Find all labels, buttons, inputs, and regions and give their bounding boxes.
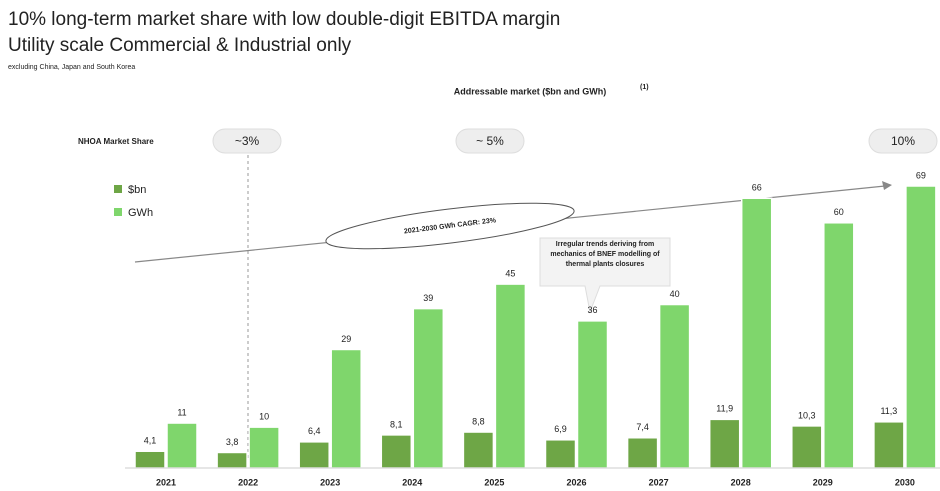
share-pill bbox=[868, 128, 938, 154]
cagr-ellipse bbox=[325, 202, 575, 250]
data-label: 45 bbox=[505, 268, 515, 278]
bar bbox=[380, 434, 413, 469]
data-label: 8,8 bbox=[472, 416, 485, 426]
data-label: 60 bbox=[834, 207, 844, 217]
data-label: 69 bbox=[916, 170, 926, 180]
note: excluding China, Japan and South Korea bbox=[8, 64, 135, 71]
legend-swatch bbox=[114, 208, 122, 216]
x-tick-label: 2023 bbox=[320, 477, 340, 487]
bar bbox=[873, 421, 905, 469]
bar bbox=[905, 185, 937, 469]
bar bbox=[740, 197, 773, 469]
legend-label: GWh bbox=[128, 207, 153, 219]
x-tick-label: 2030 bbox=[895, 477, 915, 487]
x-tick-label: 2021 bbox=[156, 477, 176, 487]
data-label: 4,1 bbox=[144, 436, 157, 446]
x-tick-label: 2024 bbox=[402, 477, 422, 487]
data-label: 6,9 bbox=[554, 424, 567, 434]
bar bbox=[576, 320, 609, 469]
bar bbox=[791, 425, 823, 469]
bar bbox=[298, 441, 330, 469]
data-label: 6,4 bbox=[308, 426, 321, 436]
share-pill bbox=[455, 128, 525, 154]
bar bbox=[216, 451, 248, 469]
x-tick-label: 2022 bbox=[238, 477, 258, 487]
bar bbox=[330, 348, 362, 469]
title: 10% long-term market share with low doub… bbox=[8, 9, 560, 30]
data-label: 7,4 bbox=[636, 422, 649, 432]
bar bbox=[462, 431, 495, 469]
legend-label: $bn bbox=[128, 184, 146, 196]
data-label: 11,9 bbox=[716, 404, 733, 414]
bar bbox=[626, 437, 659, 469]
data-label: 8,1 bbox=[390, 419, 403, 429]
data-label: 3,8 bbox=[226, 437, 239, 447]
legend-swatch bbox=[114, 185, 122, 193]
bar bbox=[166, 422, 198, 469]
bar bbox=[658, 303, 691, 469]
data-label: 40 bbox=[670, 289, 680, 299]
share-value: ~3% bbox=[235, 134, 260, 148]
chart-title: Addressable market ($bn and GWh) bbox=[454, 86, 607, 96]
x-tick-label: 2029 bbox=[813, 477, 833, 487]
x-tick-label: 2026 bbox=[566, 477, 586, 487]
footnote-marker: (1) bbox=[640, 84, 649, 91]
data-label: 10,3 bbox=[798, 410, 816, 420]
data-label: 66 bbox=[752, 183, 762, 193]
data-label: 10 bbox=[259, 412, 269, 422]
bar bbox=[823, 222, 855, 469]
subtitle: Utility scale Commercial & Industrial on… bbox=[8, 35, 352, 56]
x-tick-label: 2027 bbox=[649, 477, 669, 487]
share-pill bbox=[212, 128, 282, 154]
bar bbox=[134, 450, 166, 469]
trend-arrow bbox=[882, 181, 892, 190]
bar bbox=[708, 418, 741, 469]
annotation: Irregular trends deriving from mechanics… bbox=[550, 241, 660, 268]
data-label: 39 bbox=[423, 293, 433, 303]
bar bbox=[412, 307, 445, 469]
data-label: 11 bbox=[177, 407, 186, 417]
data-label: 36 bbox=[587, 305, 597, 315]
bar bbox=[248, 426, 280, 469]
share-value: ~ 5% bbox=[476, 134, 504, 148]
bar bbox=[544, 439, 577, 469]
x-tick-label: 2025 bbox=[484, 477, 504, 487]
share-value: 10% bbox=[891, 134, 915, 148]
bar bbox=[494, 283, 527, 469]
data-label: 29 bbox=[341, 334, 351, 344]
x-tick-label: 2028 bbox=[731, 477, 751, 487]
market-share-label: NHOA Market Share bbox=[78, 137, 154, 146]
callout-box bbox=[539, 237, 671, 314]
annotation-box: Irregular trends deriving from mechanics… bbox=[550, 241, 660, 268]
data-label: 11,3 bbox=[880, 406, 897, 416]
